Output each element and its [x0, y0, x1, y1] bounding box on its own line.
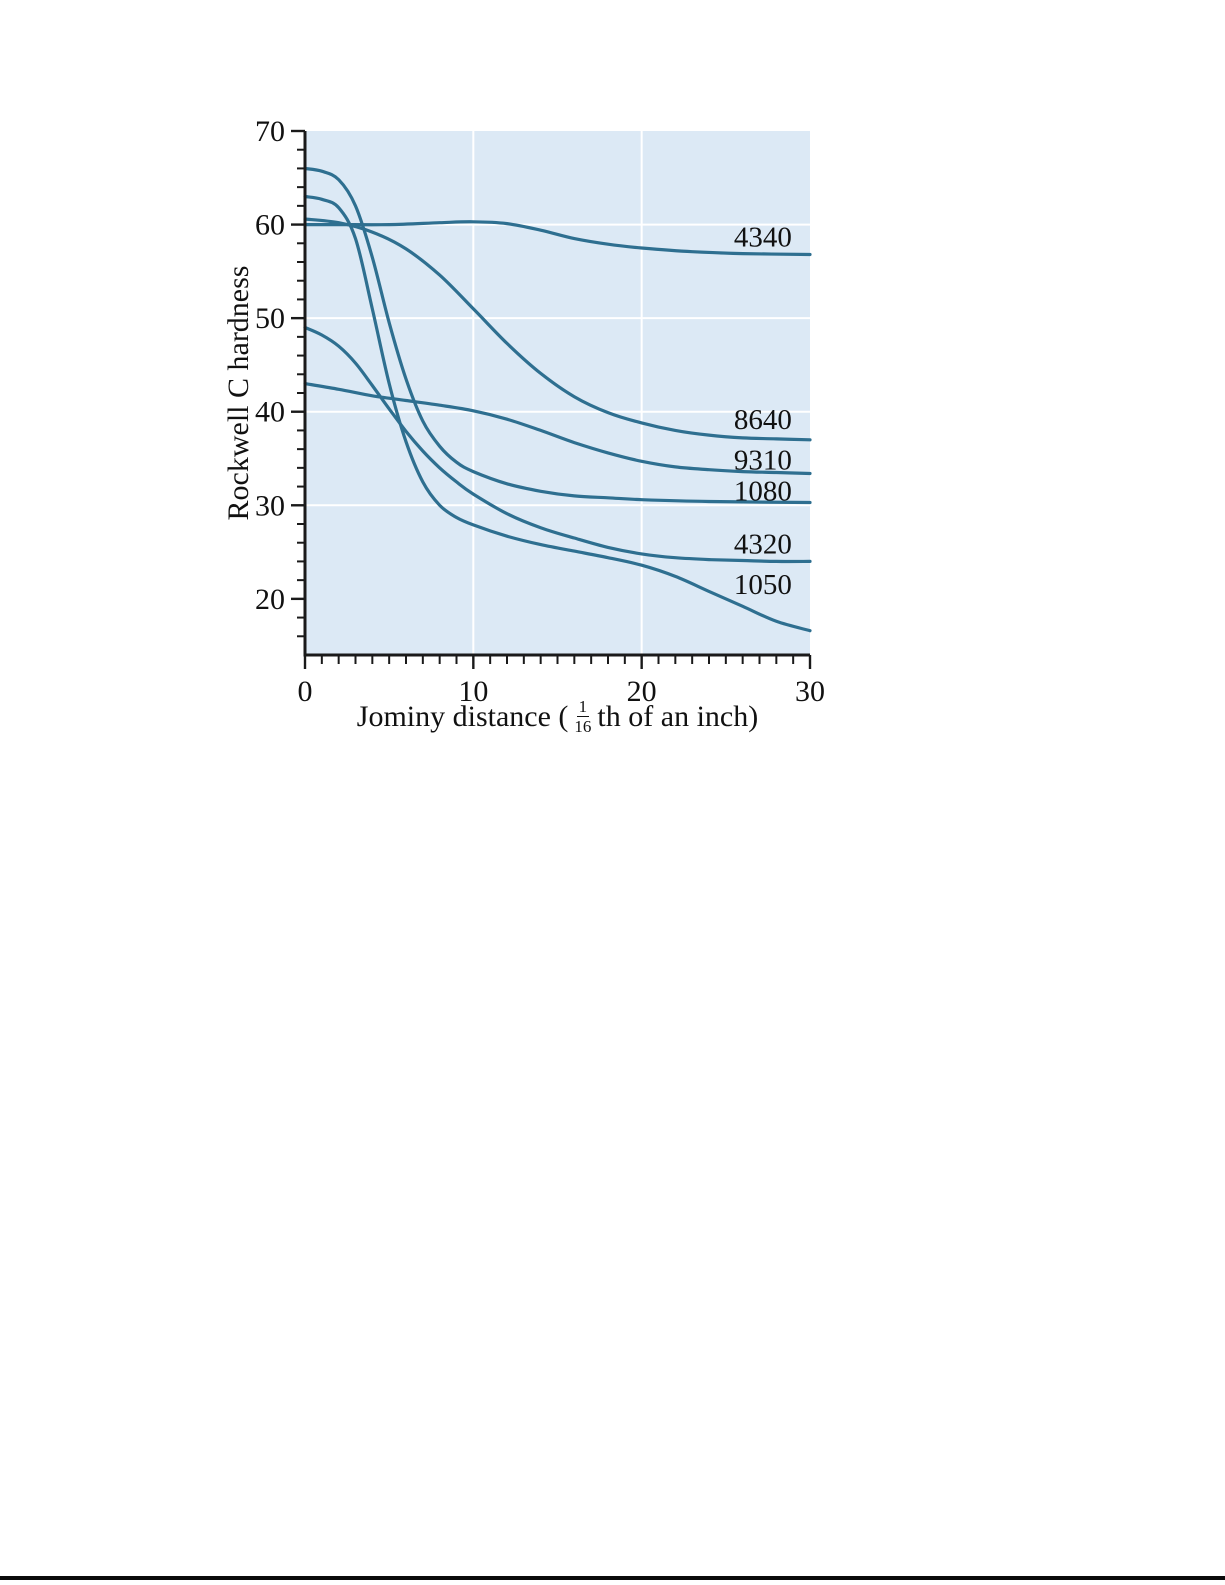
plot-area [305, 131, 810, 655]
series-label-1050: 1050 [734, 569, 792, 601]
x-tick-label-30: 30 [795, 675, 825, 708]
x-tick-label-10: 10 [458, 675, 488, 708]
curve-1050 [303, 194, 812, 633]
y-tick-label-70: 70 [255, 115, 285, 148]
page-bottom-rule [0, 1576, 1225, 1580]
fraction-one-sixteenth: 1 16 [574, 698, 591, 735]
y-tick-label-30: 30 [255, 489, 285, 522]
y-axis-title: Rockwell C hardness [222, 266, 255, 521]
fraction-numerator: 1 [576, 697, 590, 717]
y-tick-label-20: 20 [255, 583, 285, 616]
y-tick-label-60: 60 [255, 209, 285, 242]
series-label-4320: 4320 [734, 529, 792, 561]
x-axis-title-prefix: Jominy distance ( [356, 699, 569, 733]
curve-8640 [303, 217, 812, 442]
y-tick-label-40: 40 [255, 396, 285, 429]
jominy-hardenability-chart: 20 30 40 50 60 70 0 10 20 30 4340 8640 9310 1080 4320 1… [222, 115, 860, 735]
fraction-denominator: 16 [574, 717, 592, 736]
series-label-9310: 9310 [734, 444, 792, 476]
series-label-1080: 1080 [734, 475, 792, 507]
curve-1080 [303, 166, 812, 505]
x-axis-title: Jominy distance ( 1 16 th of an inch) [255, 698, 860, 735]
x-tick-label-20: 20 [627, 675, 657, 708]
curve-4320 [303, 325, 812, 564]
series-label-4340: 4340 [734, 222, 792, 254]
curve-9310 [303, 382, 812, 476]
curve-4340 [303, 220, 812, 257]
x-axis-title-suffix: th of an inch) [597, 699, 759, 733]
x-tick-label-0: 0 [298, 675, 313, 708]
series-label-8640: 8640 [734, 404, 792, 436]
y-tick-label-50: 50 [255, 302, 285, 335]
